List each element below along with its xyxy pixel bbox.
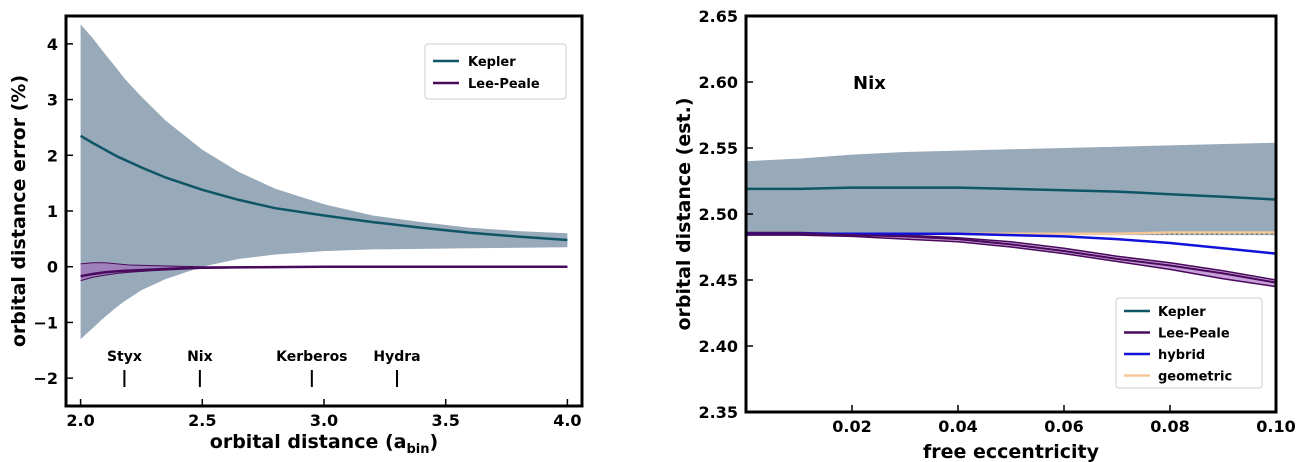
left-x-tick-label: 4.0 [553, 411, 581, 430]
right-y-tick-label: 2.60 [699, 73, 738, 92]
left-chart: Styx Nix Kerberos Hydra 2.0 2.5 3.0 3.5 4.0 −2 −1… [8, 14, 584, 457]
left-y-axis-label: orbital distance error (%) [8, 75, 30, 347]
right-y-axis-label: orbital distance (est.) [673, 97, 695, 330]
left-lines [79, 134, 568, 282]
left-moon-markers: Styx Nix Kerberos Hydra [107, 349, 421, 387]
left-x-axis-label: orbital distance (abin) [210, 431, 438, 457]
left-ticks: 2.0 2.5 3.0 3.5 4.0 −2 −1 0 1 2 3 4 [33, 35, 581, 430]
right-y-tick-label: 2.65 [699, 7, 738, 26]
moon-label-kerberos: Kerberos [276, 349, 347, 365]
right-x-tick-label: 0.08 [1150, 417, 1189, 436]
right-y-tick-label: 2.35 [699, 403, 738, 422]
right-legend: Kepler Lee-Peale hybrid geometric [1115, 297, 1263, 389]
lee-peale-line [746, 232, 1277, 284]
lee-peale-line [80, 265, 568, 278]
right-legend-label-lee-peale: Lee-Peale [1158, 327, 1230, 342]
right-legend-label-hybrid: hybrid [1158, 348, 1205, 363]
left-y-tick-label: 0 [47, 258, 58, 277]
right-ticks: 0.02 0.04 0.06 0.08 0.10 2.35 2.40 2.45 2.50 2.55… [699, 7, 1296, 436]
right-chart: 0.02 0.04 0.06 0.08 0.10 2.35 2.40 2.45 2.50 2.55… [673, 7, 1296, 462]
left-x-tick-label: 3.5 [432, 411, 460, 430]
left-y-tick-label: 3 [47, 91, 58, 110]
left-y-tick-label: 4 [47, 35, 58, 54]
left-legend-box [424, 43, 567, 100]
left-y-tick-label: −1 [33, 313, 58, 332]
right-x-tick-label: 0.10 [1256, 417, 1295, 436]
moon-label-hydra: Hydra [373, 349, 420, 365]
left-legend-label-lee-peale: Lee-Peale [468, 77, 540, 92]
right-legend-box [1115, 297, 1263, 389]
left-x-tick-label: 2.0 [66, 411, 94, 430]
left-y-tick-label: −2 [33, 369, 58, 388]
right-x-tick-label: 0.06 [1044, 417, 1083, 436]
left-x-axis-label-sub: bin [406, 442, 429, 457]
right-legend-label-geometric: geometric [1158, 370, 1232, 385]
right-lines [746, 186, 1277, 288]
moon-label-styx: Styx [107, 349, 142, 365]
lee-peale-band-lower-edge [746, 234, 1277, 288]
right-x-tick-label: 0.04 [938, 417, 977, 436]
left-legend-label-kepler: Kepler [468, 55, 516, 70]
left-y-tick-label: 2 [47, 146, 58, 165]
left-x-tick-label: 2.5 [188, 411, 216, 430]
right-y-tick-label: 2.45 [699, 271, 738, 290]
right-x-tick-label: 0.02 [832, 417, 871, 436]
left-x-axis-label-close: ) [430, 431, 439, 453]
kepler-error-band [80, 24, 568, 340]
lee-peale-error-band [746, 232, 1276, 287]
right-y-tick-label: 2.40 [699, 337, 738, 356]
left-legend: Kepler Lee-Peale [424, 43, 567, 100]
right-bands [746, 142, 1276, 287]
nix-annotation: Nix [853, 73, 886, 94]
left-x-axis-label-main: orbital distance (a [210, 431, 407, 453]
right-legend-label-kepler: Kepler [1158, 305, 1206, 320]
kepler-line [746, 186, 1277, 201]
left-y-tick-label: 1 [47, 202, 58, 221]
kepler-line [79, 134, 568, 242]
right-y-tick-label: 2.55 [699, 139, 738, 158]
left-x-tick-label: 3.0 [310, 411, 338, 430]
right-x-axis-label: free eccentricity [923, 441, 1100, 462]
right-y-tick-label: 2.50 [699, 205, 738, 224]
moon-label-nix: Nix [187, 349, 213, 365]
